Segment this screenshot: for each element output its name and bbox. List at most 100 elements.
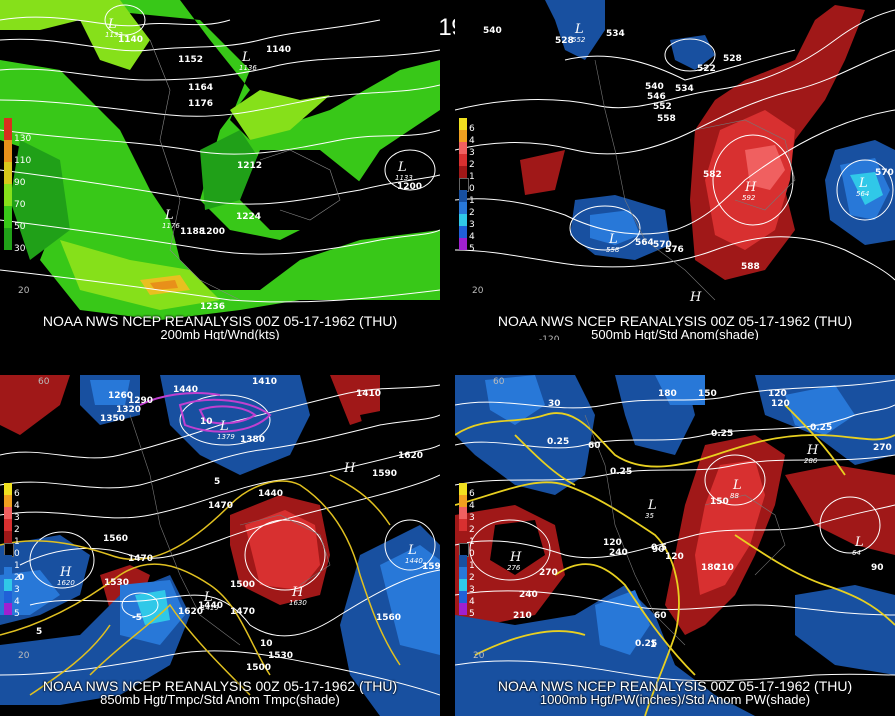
contour-label: 0.25 xyxy=(635,639,657,649)
contour-label: 534 xyxy=(675,84,694,94)
low-pressure-center: L xyxy=(107,17,117,32)
contour-label: 90 xyxy=(871,563,884,573)
legend-label: 4 xyxy=(469,136,475,146)
contour-label: 0.25 xyxy=(610,467,632,477)
legend-swatch xyxy=(4,483,12,495)
legend-label: 3 xyxy=(14,513,20,523)
contour-label: 1560 xyxy=(376,613,401,623)
legend-label: 1 xyxy=(469,537,475,547)
contour-label: 1212 xyxy=(237,161,262,171)
legend-label: 5 xyxy=(14,609,20,619)
center-value: 88 xyxy=(730,492,739,500)
legend-swatch xyxy=(459,238,467,250)
center-value: 64 xyxy=(852,549,861,557)
contour-label: 1176 xyxy=(188,99,213,109)
legend-swatch xyxy=(4,206,12,228)
legend-swatch xyxy=(4,118,12,140)
contour-label: 0.25 xyxy=(711,429,733,439)
legend-swatch xyxy=(4,507,12,519)
contour-label: 1224 xyxy=(236,212,261,222)
caption-line1: NOAA NWS NCEP REANALYSIS 00Z 05-17-1962 … xyxy=(42,313,398,329)
high-pressure-center: H xyxy=(806,443,819,458)
legend-swatch xyxy=(4,603,12,615)
legend-label: 130 xyxy=(14,134,32,144)
contour-label: 1500 xyxy=(230,580,255,590)
contour-label: 528 xyxy=(723,54,742,64)
legend-label: 3 xyxy=(469,513,475,523)
legend-label: 2 xyxy=(14,573,20,583)
legend-swatch xyxy=(459,579,467,591)
contour-label: 120 xyxy=(771,399,790,409)
contour-label: 576 xyxy=(665,245,684,255)
contour-label: 1410 xyxy=(356,389,381,399)
caption-200mb: NOAA NWS NCEP REANALYSIS 00Z 05-17-1962 … xyxy=(0,313,440,340)
legend-swatch xyxy=(459,154,467,166)
center-value: 276 xyxy=(507,564,521,572)
graticule-label: 60 xyxy=(493,377,505,387)
legend-swatch xyxy=(459,603,467,615)
caption-1000mb: NOAA NWS NCEP REANALYSIS 00Z 05-17-1962 … xyxy=(455,678,895,706)
map-200mb: 1140115211401164117612121224118812001236… xyxy=(0,0,440,320)
legend-swatch xyxy=(4,140,12,162)
caption-line2: 500mb Hgt/Std Anom(shade) xyxy=(591,327,759,340)
legend-swatch xyxy=(459,130,467,142)
legend-label: 5 xyxy=(469,609,475,619)
contour-label: 1530 xyxy=(268,651,293,661)
legend-swatch xyxy=(4,519,12,531)
legend-label: 4 xyxy=(469,232,475,242)
legend-label: 5 xyxy=(469,244,475,254)
contour-label: 1236 xyxy=(200,302,225,312)
contour-label: 546 xyxy=(647,92,666,102)
contour-label: 558 xyxy=(657,114,676,124)
center-value: 1176 xyxy=(162,222,180,230)
graticule-label: 20 xyxy=(18,651,30,661)
contour-label: 1560 xyxy=(103,534,128,544)
legend-label: 6 xyxy=(469,489,475,499)
low-pressure-center: L xyxy=(858,176,868,191)
low-pressure-center: L xyxy=(574,22,584,37)
legend-swatch xyxy=(459,507,467,519)
legend-label: 6 xyxy=(469,124,475,134)
contour-label: 0.5 xyxy=(651,543,667,553)
contour-label: 588 xyxy=(741,262,760,272)
low-pressure-center: L xyxy=(608,232,618,247)
legend-label: 3 xyxy=(469,585,475,595)
contour-label: 1620 xyxy=(178,607,203,617)
legend-label: 3 xyxy=(469,148,475,158)
graticule-label: 60 xyxy=(38,377,50,387)
center-value: 1379 xyxy=(217,433,235,441)
legend-label: 1 xyxy=(469,196,475,206)
contour-label: 1440 xyxy=(258,489,283,499)
center-value: 1133 xyxy=(395,174,413,182)
legend-label: 6 xyxy=(14,489,20,499)
low-pressure-center: L xyxy=(241,50,251,65)
panel-1000mb: 30 180 150 120 120 60 0.25 0.25 0.25 0.25 270 150 12… xyxy=(455,375,895,716)
legend-swatch xyxy=(459,202,467,214)
contour-label: 1620 xyxy=(398,451,423,461)
legend-swatch xyxy=(4,579,12,591)
contour-label: 582 xyxy=(703,170,722,180)
contour-label: 5 xyxy=(214,477,220,487)
center-value: 35 xyxy=(645,512,654,520)
caption-line1: NOAA NWS NCEP REANALYSIS 00Z 05-17-1962 … xyxy=(497,678,853,694)
center-value: 1419 xyxy=(201,604,219,612)
contour-label: 0.25 xyxy=(810,423,832,433)
contour-label: 5 xyxy=(36,627,42,637)
low-pressure-center: L xyxy=(397,160,407,175)
panel-200mb: 1140 1152 1140 1164 1176 1212 1224 1188 1200 1236… xyxy=(0,0,440,340)
legend-label: 1 xyxy=(14,561,20,571)
low-pressure-center: L xyxy=(732,478,742,493)
contour-label: 1440 xyxy=(173,385,198,395)
legend-label: 4 xyxy=(14,501,20,511)
contour-label: 1188 xyxy=(180,227,205,237)
contour-label: 1500 xyxy=(246,663,271,673)
contour-label: 1380 xyxy=(240,435,265,445)
legend-label: 2 xyxy=(469,525,475,535)
contour-label: 1290 xyxy=(128,396,153,406)
contour-label: 1 xyxy=(650,640,656,650)
legend-label: 2 xyxy=(469,573,475,583)
contour-label: 120 xyxy=(768,389,787,399)
contour-label: 564 xyxy=(635,238,654,248)
contour-label: 570 xyxy=(653,240,672,250)
